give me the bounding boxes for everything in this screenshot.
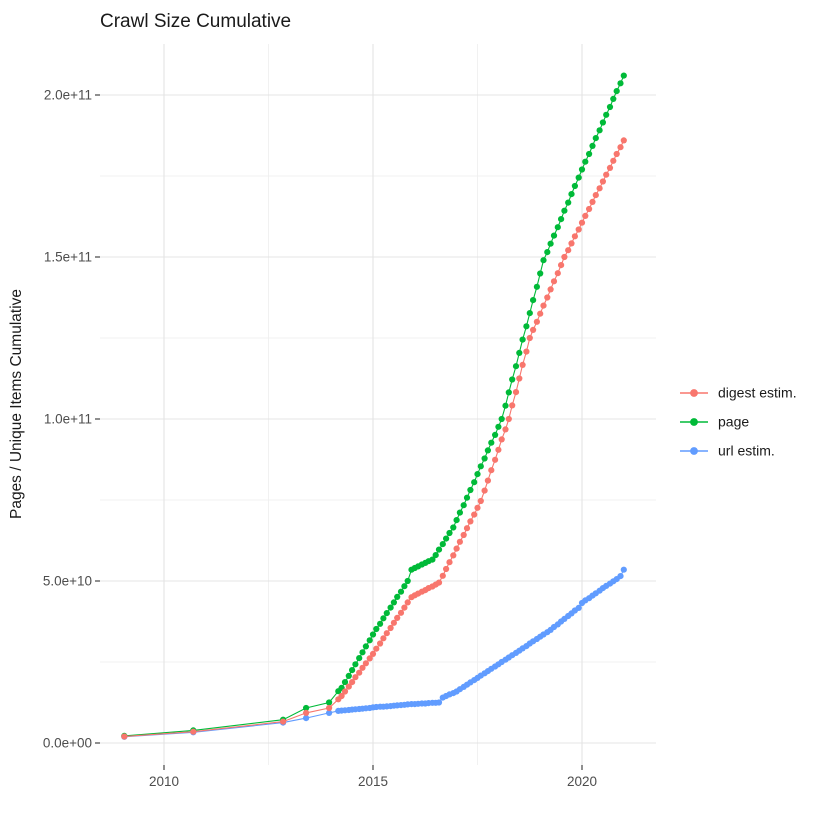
legend-item-label: page [718,414,749,430]
series-page [121,72,627,740]
legend-key-url-estim [680,447,708,455]
x-tick-label: 2015 [358,774,388,789]
y-tick-label: 2.0e+11 [44,88,92,103]
legend-item-label: digest estim. [718,385,797,401]
y-axis-title: Pages / Unique Items Cumulative [8,289,25,519]
legend: digest estim. page url estim. [680,385,797,459]
x-tick-label: 2020 [567,774,597,789]
legend-key-page [680,418,708,426]
chart-title: Crawl Size Cumulative [100,11,291,32]
panel [95,44,656,770]
legend-key-digest-estim [680,389,708,397]
y-tick-label: 5.0e+10 [43,574,92,589]
y-axis: 0.0e+00 5.0e+10 1.0e+11 1.5e+11 2.0e+11 [43,88,92,751]
y-tick-label: 0.0e+00 [43,736,92,751]
y-tick-label: 1.5e+11 [44,250,92,265]
series-url-estim [121,566,627,740]
legend-item-label: url estim. [718,443,775,459]
x-axis: 2010 2015 2020 [149,774,597,789]
series-digest-estim [121,137,627,740]
x-tick-label: 2010 [149,774,179,789]
legend-keys [680,389,708,455]
y-tick-label: 1.0e+11 [44,412,92,427]
